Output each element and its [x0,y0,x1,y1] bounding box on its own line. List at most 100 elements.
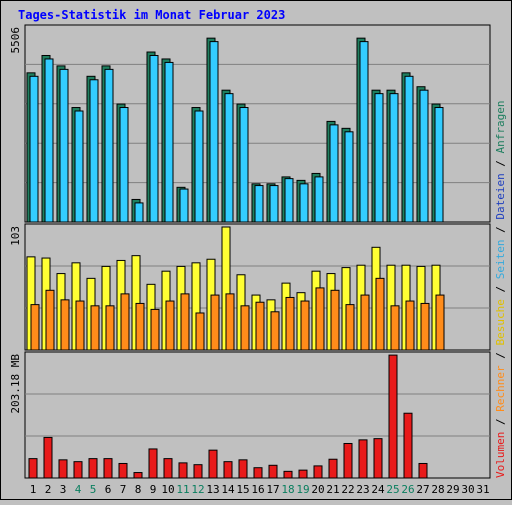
bar-dateien [164,61,174,223]
bar-volumen [268,464,278,479]
bar-volumen [28,458,38,479]
day-label: 9 [150,483,157,496]
bar-volumen [58,459,68,479]
day-label: 20 [311,483,324,496]
legend-segment: Volumen [494,432,507,478]
bar-rechner [135,302,145,351]
bar-rechner [90,305,100,351]
bar-rechner [255,301,265,351]
bar-rechner [45,289,55,351]
legend-segment: / [494,153,507,173]
day-label: 27 [416,483,429,496]
bar-volumen [88,458,98,479]
day-label: 7 [120,483,127,496]
bar-volumen [103,458,113,479]
bar-rechner [30,304,40,351]
bar-rechner [195,312,205,351]
bars [26,37,445,479]
legend-segment: / [494,220,507,240]
legend-segment: Dateien [494,173,507,219]
x-axis-labels: 1 2 3 4 5 6 7 8 9 10 11 12 13 14 15 16 17 18 19 20 21 22 23 24 2… [30,483,490,496]
day-label: 3 [60,483,67,496]
day-label: 1 [30,483,37,496]
bar-dateien [254,185,264,223]
legend-text: Volumen / Rechner / Besuche / Seiten / D… [494,100,507,478]
bar-volumen [298,469,308,479]
day-label: 4 [75,483,82,496]
chart-title: Tages-Statistik im Monat Februar 2023 [18,8,285,22]
bar-dateien [344,131,354,223]
bar-volumen [73,461,83,479]
bar-dateien [314,176,324,223]
right-legend: Volumen / Rechner / Besuche / Seiten / D… [494,100,507,478]
day-label: 25 [386,483,399,496]
bar-rechner [150,308,160,351]
bar-rechner [180,293,190,351]
bar-dateien [419,89,429,223]
bar-dateien [104,68,114,223]
bar-volumen [238,459,248,479]
bar-dateien [74,110,84,223]
day-label: 26 [401,483,414,496]
bar-rechner [435,294,445,351]
bar-rechner [240,305,250,351]
bar-dateien [134,202,144,223]
y-axis-labels: 5506 103 203.18 MB [9,27,22,414]
bar-volumen [193,464,203,479]
bar-rechner [315,287,325,351]
day-label: 28 [431,483,444,496]
bar-dateien [224,93,234,223]
day-label: 2 [45,483,52,496]
bar-dateien [44,58,54,223]
day-label: 17 [266,483,279,496]
bar-volumen [283,470,293,479]
bar-rechner [225,293,235,351]
day-label: 29 [446,483,459,496]
bar-rechner [210,294,220,351]
day-label: 31 [476,483,489,496]
bar-rechner [375,277,385,351]
bar-volumen [133,472,143,479]
bar-rechner [345,304,355,351]
day-label: 15 [236,483,249,496]
bar-volumen [403,412,413,479]
day-label: 16 [251,483,264,496]
bar-rechner [120,293,130,351]
bar-dateien [329,124,339,223]
day-label: 19 [296,483,309,496]
bar-rechner [60,299,70,351]
bar-volumen [43,436,53,479]
legend-segment: Seiten [494,240,507,280]
bar-dateien [89,79,99,223]
bar-rechner [360,294,370,351]
bar-dateien [284,178,294,223]
bar-dateien [434,107,444,223]
day-label: 23 [356,483,369,496]
bar-volumen [388,354,398,479]
bar-rechner [285,296,295,351]
day-label: 8 [135,483,142,496]
y-max-label-middle: 103 [9,226,22,246]
day-label: 18 [281,483,294,496]
bar-dateien [59,68,69,223]
bar-volumen [253,467,263,479]
bar-dateien [374,93,384,223]
day-label: 21 [326,483,339,496]
legend-segment: Rechner [494,365,507,412]
day-label: 24 [371,483,385,496]
bar-volumen [148,448,158,479]
bar-rechner [405,300,415,351]
bar-dateien [389,93,399,223]
bar-dateien [269,185,279,223]
day-label: 30 [461,483,474,496]
bar-dateien [149,54,159,223]
bar-volumen [343,442,353,479]
day-label: 10 [161,483,174,496]
bar-rechner [105,305,115,351]
legend-segment: Besuche [494,299,507,345]
bar-dateien [29,75,39,223]
y-max-label-bottom: 203.18 MB [9,354,22,414]
bar-dateien [194,110,204,223]
